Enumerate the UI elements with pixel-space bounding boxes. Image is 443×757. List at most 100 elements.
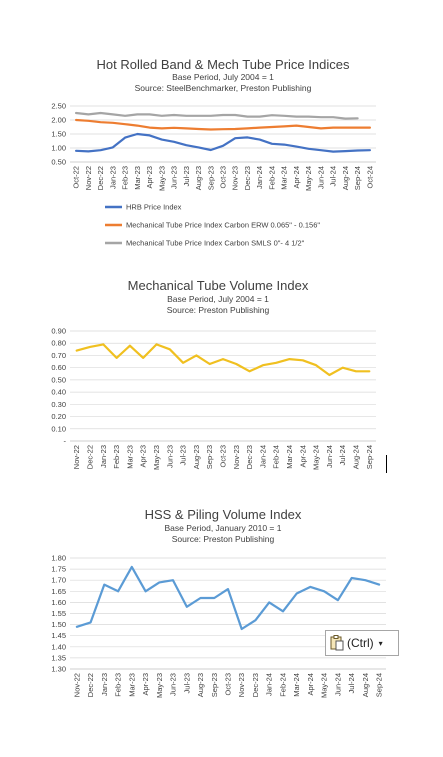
legend-label: HRB Price Index [126, 203, 182, 212]
y-tick-label: 0.70 [51, 351, 66, 360]
x-tick-label: Jun-24 [325, 445, 334, 468]
x-tick-label: Feb-24 [267, 166, 276, 190]
y-tick-label: 0.80 [51, 339, 66, 348]
y-tick-label: 0.40 [51, 388, 66, 397]
x-tick-label: Sep-23 [205, 445, 214, 469]
x-tick-label: May-24 [304, 166, 313, 191]
x-tick-label: Apr-23 [141, 673, 150, 696]
chart-mechanical-tube-volume: Mechanical Tube Volume Index Base Period,… [0, 270, 443, 485]
x-tick-label: Jul-23 [182, 166, 191, 186]
y-tick-label: 1.50 [51, 130, 66, 139]
chart-subtitle: Base Period, July 2004 = 1 [172, 72, 274, 82]
y-tick-label: 0.10 [51, 424, 66, 433]
x-tick-label: Apr-24 [292, 166, 301, 189]
x-tick-label: Aug-24 [341, 166, 350, 190]
x-tick-label: Jul-24 [329, 166, 338, 186]
x-tick-label: Nov-22 [72, 673, 81, 697]
x-tick-label: Nov-23 [231, 166, 240, 190]
x-tick-label: May-24 [312, 445, 321, 470]
x-tick-label: Aug-23 [194, 166, 203, 190]
series-line [75, 565, 381, 631]
x-tick-label: Feb-23 [121, 166, 130, 190]
x-tick-label: Apr-23 [145, 166, 154, 189]
x-tick-label: Mar-24 [280, 166, 289, 190]
series-line [75, 111, 359, 120]
chart-subtitle: Source: Preston Publishing [167, 305, 270, 315]
x-tick-label: May-23 [155, 673, 164, 698]
y-tick-label: 0.50 [51, 158, 66, 167]
x-tick-label: Sep-24 [365, 445, 374, 469]
x-tick-label: Dec-22 [96, 166, 105, 190]
y-tick-label: 1.75 [51, 565, 66, 574]
x-tick-label: Jul-23 [182, 673, 191, 693]
y-tick-label: 0.90 [51, 327, 66, 336]
x-tick-label: Jul-24 [347, 673, 356, 693]
x-tick-label: Apr-24 [298, 445, 307, 468]
x-tick-label: Nov-22 [72, 445, 81, 469]
x-tick-label: Dec-22 [85, 445, 94, 469]
x-tick-label: Jan-23 [108, 166, 117, 189]
x-tick-label: Sep-23 [210, 673, 219, 697]
x-tick-label: Aug-24 [361, 673, 370, 697]
chart-hss-piling-volume: HSS & Piling Volume Index Base Period, Ja… [0, 495, 443, 725]
x-tick-label: Mar-23 [133, 166, 142, 190]
chart-subtitle: Base Period, July 2004 = 1 [167, 294, 269, 304]
chart-subtitle: Source: Preston Publishing [172, 534, 275, 544]
x-tick-label: Mar-24 [285, 445, 294, 469]
x-tick-label: Jul-23 [179, 445, 188, 465]
x-tick-label: Oct-24 [365, 166, 374, 189]
x-tick-label: Jun-24 [333, 673, 342, 696]
paste-options-button[interactable]: (Ctrl) ▾ [325, 630, 399, 656]
x-tick-label: Mar-23 [125, 445, 134, 469]
x-tick-label: Mar-23 [127, 673, 136, 697]
x-tick-label: Sep-23 [206, 166, 215, 190]
x-tick-label: Nov-23 [232, 445, 241, 469]
x-tick-label: Sep-24 [353, 166, 362, 190]
y-tick-label: 2.00 [51, 116, 66, 125]
clipboard-icon [330, 635, 344, 651]
x-tick-label: Jan-23 [100, 673, 109, 696]
y-tick-label: 0.60 [51, 363, 66, 372]
y-tick-label: 1.00 [51, 144, 66, 153]
y-tick-label: 1.40 [51, 642, 66, 651]
paste-options-label: (Ctrl) [347, 636, 374, 650]
x-tick-label: Feb-23 [114, 673, 123, 697]
series-line [75, 132, 371, 153]
x-tick-label: Feb-24 [272, 445, 281, 469]
x-tick-label: Feb-24 [278, 673, 287, 697]
chevron-down-icon: ▾ [378, 638, 383, 648]
x-tick-label: May-24 [320, 673, 329, 698]
x-tick-label: Aug-23 [196, 673, 205, 697]
x-tick-label: Mar-24 [292, 673, 301, 697]
y-tick-label: 0.30 [51, 400, 66, 409]
x-tick-label: Aug-23 [192, 445, 201, 469]
x-tick-label: Jun-24 [316, 166, 325, 189]
x-tick-label: May-23 [157, 166, 166, 191]
y-tick-label: 1.50 [51, 620, 66, 629]
x-tick-label: Feb-23 [112, 445, 121, 469]
y-tick-label: 1.30 [51, 665, 66, 674]
x-tick-label: Oct-23 [224, 673, 233, 696]
y-tick-label: 0.20 [51, 412, 66, 421]
series-line [75, 343, 371, 377]
x-tick-label: Jan-24 [265, 673, 274, 696]
chart-hot-rolled-band-mech-tube: Hot Rolled Band & Mech Tube Price Indice… [0, 0, 443, 250]
x-tick-label: Dec-23 [251, 673, 260, 697]
x-tick-label: Jan-24 [258, 445, 267, 468]
y-tick-label: 1.80 [51, 554, 66, 563]
x-tick-label: Apr-23 [139, 445, 148, 468]
x-tick-label: Jul-24 [338, 445, 347, 465]
x-tick-label: Sep-24 [375, 673, 384, 697]
chart-title: HSS & Piling Volume Index [145, 507, 302, 522]
text-cursor [386, 455, 387, 473]
x-tick-label: Oct-22 [72, 166, 81, 189]
x-tick-label: Nov-23 [237, 673, 246, 697]
x-tick-label: Nov-22 [84, 166, 93, 190]
x-tick-label: Jun-23 [170, 166, 179, 189]
y-tick-label: 1.35 [51, 653, 66, 662]
chart-title: Hot Rolled Band & Mech Tube Price Indice… [97, 57, 350, 72]
chart-svg: Hot Rolled Band & Mech Tube Price Indice… [51, 57, 376, 248]
y-tick-label: 2.50 [51, 102, 66, 111]
